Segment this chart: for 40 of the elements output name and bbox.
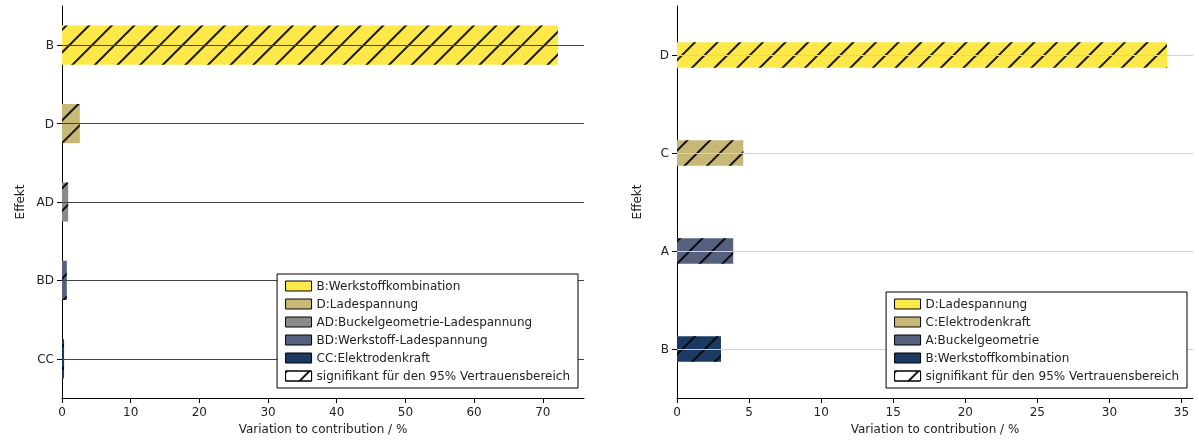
x-axis-title: Variation to contribution / % xyxy=(850,421,1020,436)
x-tick-label: 10 xyxy=(123,405,139,419)
x-tick-label: 20 xyxy=(191,405,208,419)
y-tick-label: B xyxy=(660,342,669,356)
x-tick-label: 0 xyxy=(673,405,681,419)
x-tick-label: 20 xyxy=(957,405,973,419)
x-axis-title: Variation to contribution / % xyxy=(238,421,408,436)
y-tick-label: D xyxy=(44,116,54,131)
x-tick-label: 30 xyxy=(260,405,276,419)
x-tick-label: 5 xyxy=(745,405,753,419)
x-tick-label: 30 xyxy=(1101,405,1118,419)
y-tick-label: CC xyxy=(37,351,54,366)
legend-label: BD:Werkstoff-Ladespannung xyxy=(316,333,488,347)
legend-label: B:Werkstoffkombination xyxy=(316,279,461,293)
x-tick-label: 50 xyxy=(397,405,414,419)
y-axis-title: Effekt xyxy=(630,184,644,220)
legend-label: CC:Elektrodenkraft xyxy=(316,351,431,365)
legend-label: AD:Buckelgeometrie-Ladespannung xyxy=(316,315,533,329)
y-tick-label: C xyxy=(660,146,669,160)
legend-label: signifikant für den 95% Vertrauensbereich xyxy=(925,369,1180,383)
x-tick-label: 15 xyxy=(885,405,901,419)
legend-label: A:Buckelgeometrie xyxy=(925,333,1040,347)
y-tick-label: B xyxy=(45,38,54,53)
legend-label: D:Ladespannung xyxy=(925,297,1028,311)
y-tick-label: AD xyxy=(36,195,54,209)
x-tick-label: 70 xyxy=(535,405,551,419)
x-tick-label: 10 xyxy=(813,405,829,419)
y-tick-label: BD xyxy=(36,273,54,288)
legend-label: C:Elektrodenkraft xyxy=(925,315,1031,329)
x-tick-label: 35 xyxy=(1173,405,1190,419)
x-tick-label: 60 xyxy=(466,405,482,419)
legend-label: D:Ladespannung xyxy=(316,297,419,311)
legend-label: signifikant für den 95% Vertrauensbereich xyxy=(316,369,571,383)
y-tick-label: D xyxy=(659,48,669,62)
y-tick-label: A xyxy=(660,244,670,258)
y-axis-title: Effekt xyxy=(12,184,27,220)
legend-label: B:Werkstoffkombination xyxy=(925,351,1070,365)
x-tick-label: 25 xyxy=(1029,405,1045,419)
x-tick-label: 40 xyxy=(329,405,345,419)
x-tick-label: 0 xyxy=(58,405,66,419)
